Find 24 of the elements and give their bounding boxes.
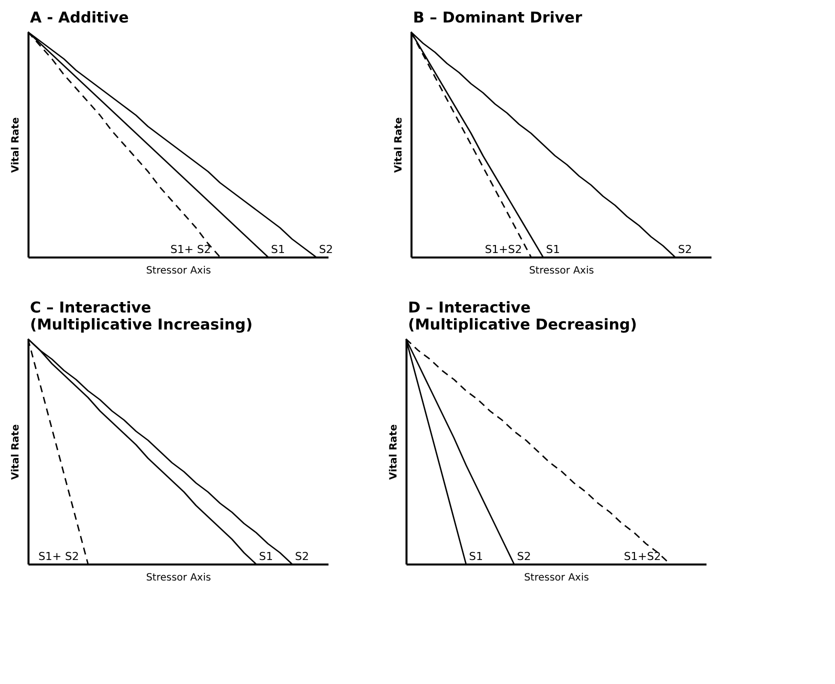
chart-title: D – Interactive (Multiplicative Decreasing): [408, 298, 637, 334]
series-label: S2: [517, 550, 531, 563]
x-axis-title: Stressor Axis: [146, 572, 211, 584]
series-label: S1: [469, 550, 483, 563]
x-axis-title: Stressor Axis: [529, 266, 594, 276]
series-label: S1+S2: [484, 243, 522, 256]
x-axis-title: Stressor Axis: [524, 572, 589, 584]
x-axis-title: Stressor Axis: [146, 266, 211, 276]
series-label: S1+S2: [624, 550, 661, 563]
y-axis-title: Vital Rate: [388, 424, 400, 480]
chart-title: B – Dominant Driver: [413, 8, 583, 26]
series-label: S2: [295, 550, 309, 563]
series-label: S2: [678, 243, 692, 256]
series-label: S1: [259, 550, 273, 563]
y-axis-title: Vital Rate: [10, 424, 22, 480]
series-label: S1+ S2: [170, 243, 211, 256]
chart-title: C – Interactive (Multiplicative Increasing): [30, 298, 253, 334]
y-axis-title: Vital Rate: [10, 117, 22, 173]
series-label: S1+ S2: [38, 550, 79, 563]
series-label: S1: [271, 243, 285, 256]
y-axis-title: Vital Rate: [394, 117, 404, 173]
series-label: S1: [546, 243, 560, 256]
chart-title: A - Additive: [30, 8, 129, 26]
series-label: S2: [319, 243, 333, 256]
